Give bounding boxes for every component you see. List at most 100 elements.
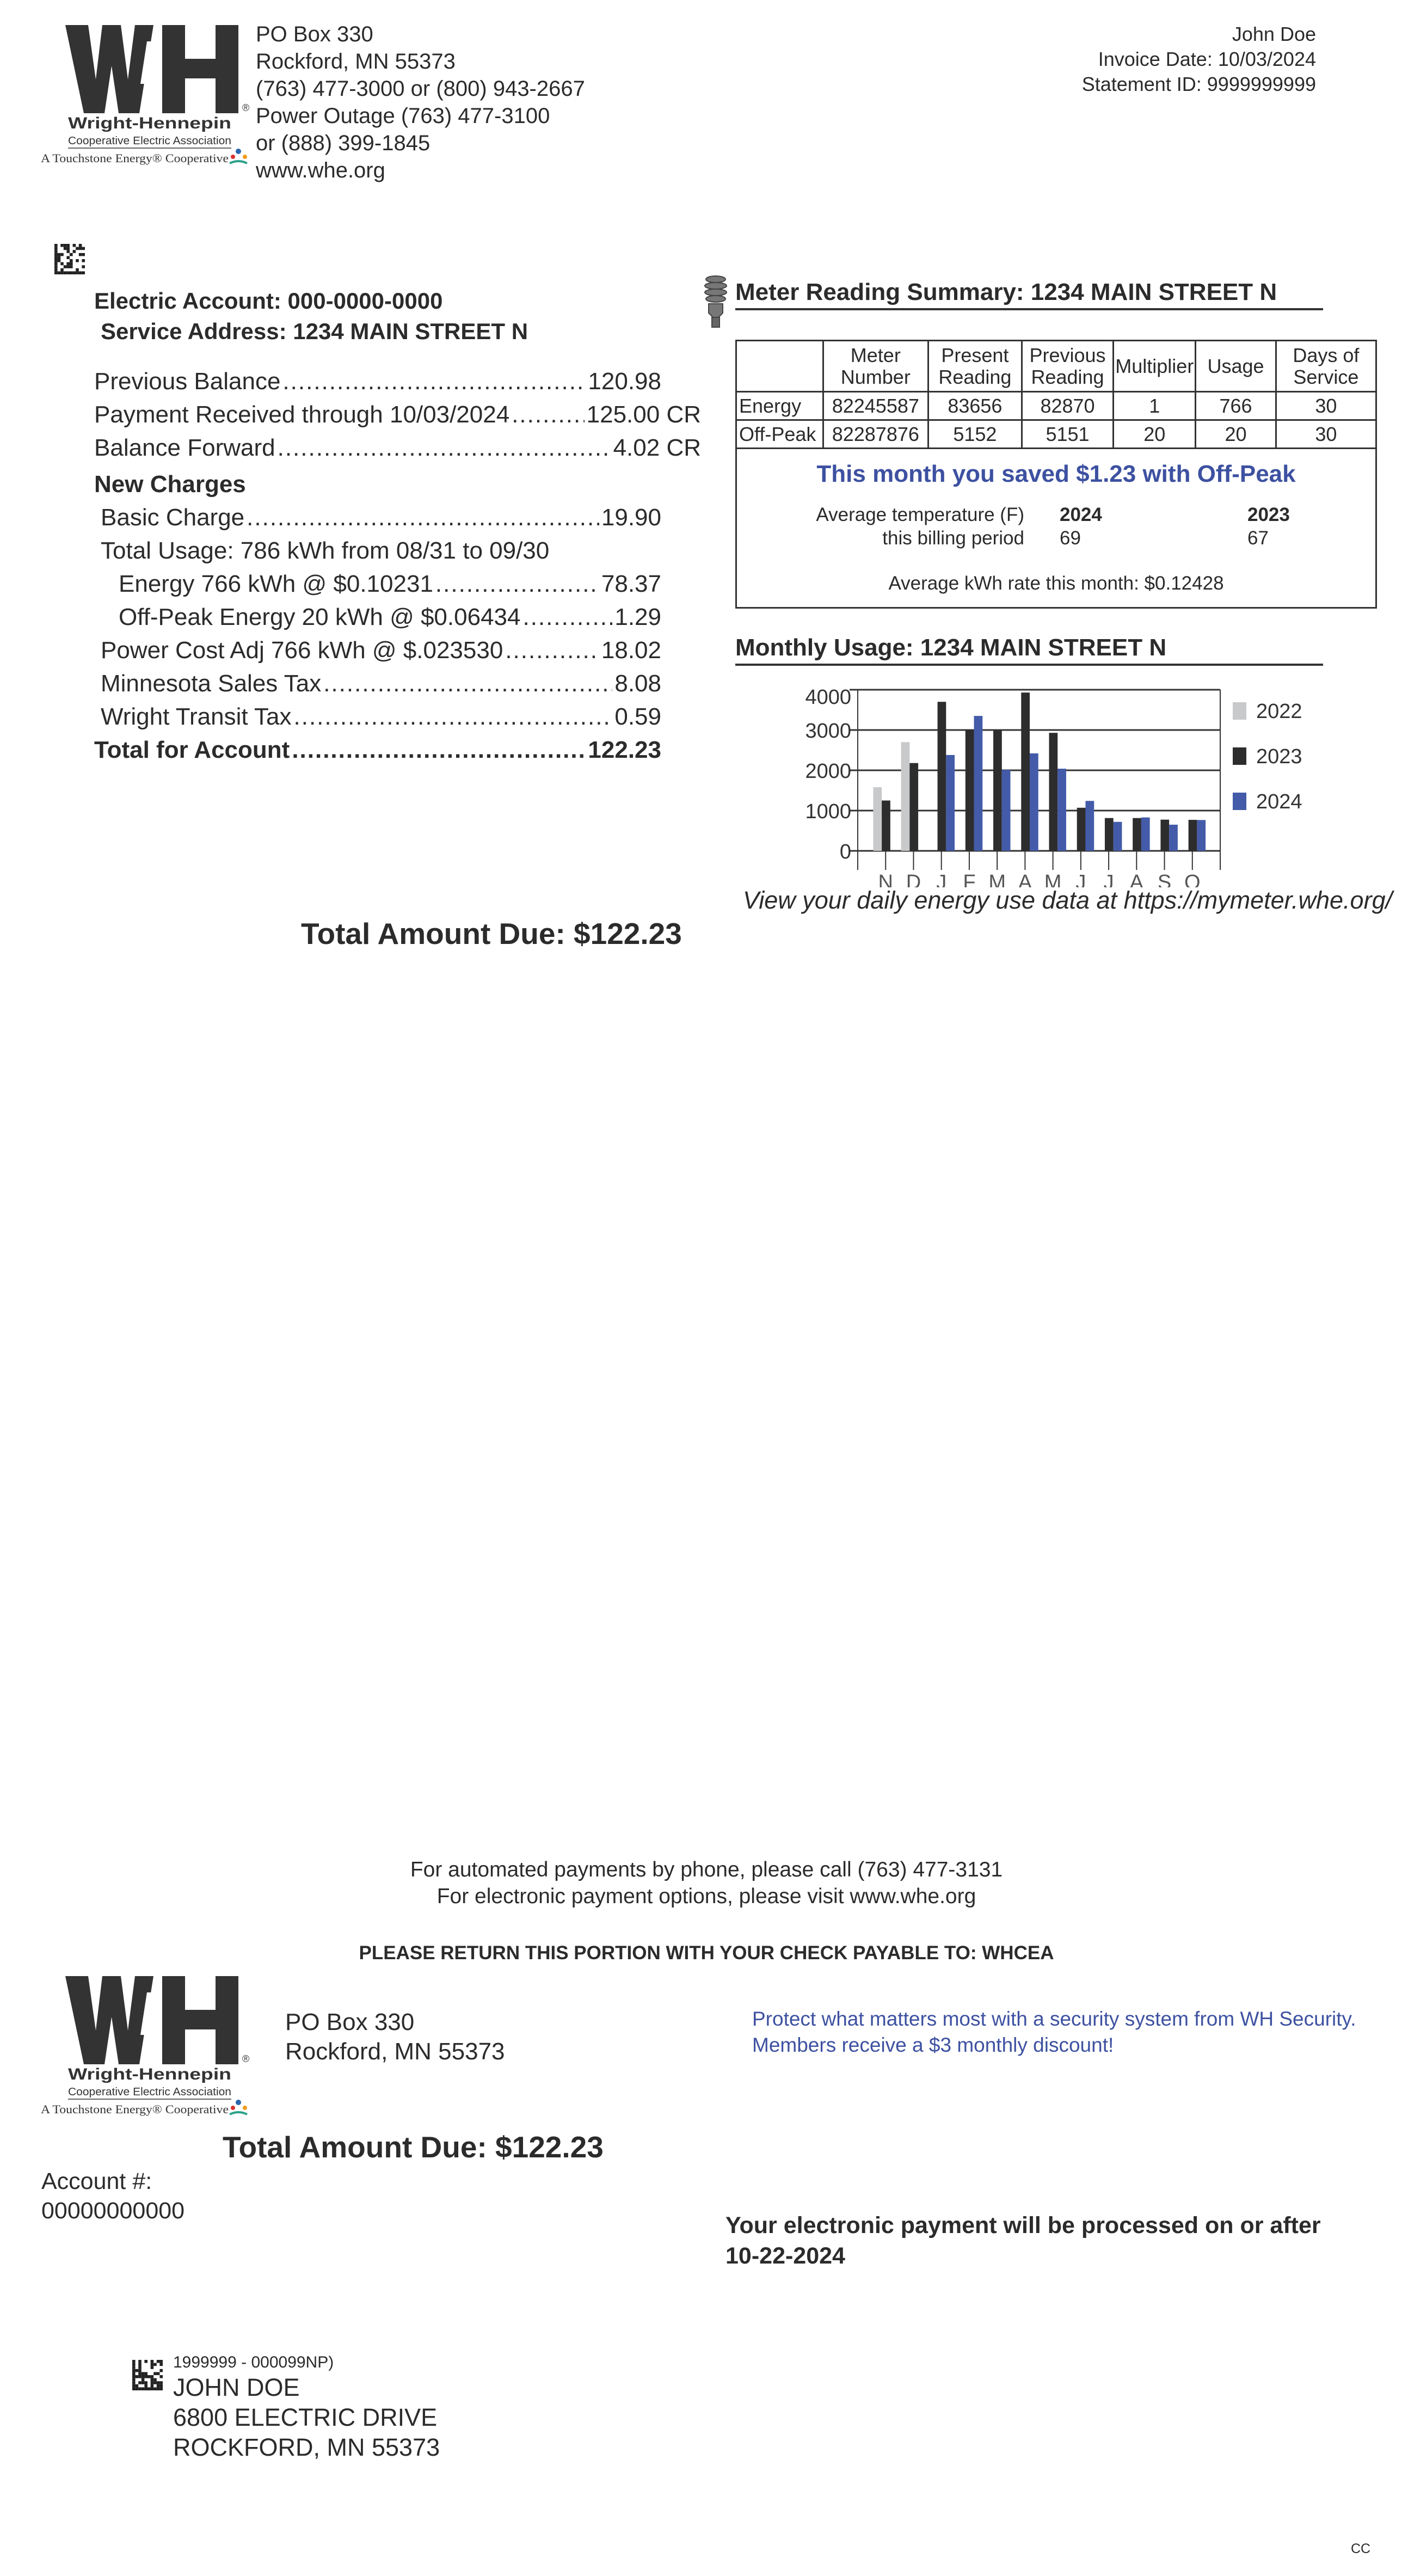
table-cell: 30 [1275,419,1378,449]
corner-code: CC [1351,2541,1371,2556]
meter-reading-table: Meter Number Present Reading Previous Reading… [735,340,1378,449]
table-cell: 5152 [927,419,1023,449]
promo-line: Protect what matters most with a securit… [752,2008,1356,2030]
lightbulb-icon [704,275,727,328]
payment-notes: For automated payments by phone, please … [0,1856,1402,1910]
statement-id: Statement ID: 9999999999 [1081,73,1316,95]
dot-leader [323,667,612,700]
temperature-label: Average temperature (F) this billing per… [816,503,1024,550]
monthly-usage-title: Monthly Usage: 1234 MAIN STREET N [735,634,1323,666]
meter-summary-title: Meter Reading Summary: 1234 MAIN STREET … [735,279,1323,310]
account-label: Account #: [41,2168,152,2194]
column-header: Usage [1195,340,1277,392]
svg-text:Cooperative Electric Associati: Cooperative Electric Association [68,2086,231,2098]
savings-box: This month you saved $1.23 with Off-Peak… [735,449,1377,609]
legend-swatch-2022 [1233,702,1246,720]
charge-amount: 19.90 [601,504,661,531]
temperature-value: 67 [1247,528,1269,549]
charge-row: Total for Account 122.23 [94,733,661,766]
temperature-label-line1: Average temperature (F) [816,504,1024,525]
bar-2024-M [1057,769,1066,851]
dot-leader [294,700,613,733]
column-header: Days of Service [1275,340,1378,392]
charge-row: Wright Transit Tax 0.59 [94,700,661,733]
temperature-label-line2: this billing period [882,528,1024,549]
x-tick-label: J [1104,871,1114,887]
table-cell: Energy [735,391,824,421]
bar-2024-A [1029,753,1038,851]
charge-label: Off-Peak Energy 20 kWh @ $0.06434 [119,604,521,630]
charge-row: Total Usage: 786 kWh from 08/31 to 09/30 [94,534,661,567]
bar-2024-M [1001,770,1011,851]
column-header: Present Reading [927,340,1023,392]
total-amount-due: Total Amount Due: $122.23 [301,917,682,950]
bar-2023-A [1021,692,1030,851]
bar-2023-O [1188,820,1197,851]
dot-leader [505,634,599,667]
company-po-box: PO Box 330 [256,22,373,46]
y-tick-label: 0 [840,841,851,863]
mail-city: ROCKFORD, MN 55373 [173,2433,440,2461]
return-portion-note: PLEASE RETURN THIS PORTION WITH YOUR CHE… [359,1942,1054,1964]
bar-2024-J [1085,801,1094,851]
table-row: Energy 82245587 83656 82870 1 766 30 [735,391,1378,421]
table-header-row: Meter Number Present Reading Previous Reading… [735,340,1378,392]
wh-letters-mark [65,25,238,113]
dot-leader [247,501,599,534]
bar-2024-A [1141,817,1150,851]
y-tick-label: 4000 [805,686,851,709]
column-header [735,340,824,392]
charge-row: New Charges [94,468,661,501]
x-tick-label: O [1184,871,1201,887]
mail-code: 1999999 - 000099NP) [173,2353,334,2371]
bar-2023-D [909,763,919,851]
column-header: Multiplier [1112,340,1197,392]
bar-2024-F [974,716,983,851]
legend-label: 2024 [1256,790,1302,813]
wh-letters-mark [65,1976,238,2064]
electronic-payment-notice: Your electronic payment will be processe… [725,2210,1321,2271]
table-cell: 5151 [1020,419,1115,449]
charge-label: Power Cost Adj 766 kWh @ $.023530 [101,637,503,664]
phone-payment-note: For automated payments by phone, please … [410,1858,1003,1881]
bar-2022-N [873,787,882,851]
customer-name: John Doe [1232,23,1316,45]
charge-amount: 120.98 [588,368,661,395]
bar-2023-J [937,702,946,851]
mailing-address: 1999999 - 000099NP) JOHN DOE 6800 ELECTR… [173,2353,440,2462]
dot-leader [278,431,611,464]
charge-row: Off-Peak Energy 20 kWh @ $0.06434 1.29 [94,600,661,634]
security-promo: Protect what matters most with a securit… [752,2006,1356,2058]
temperature-2024: 2024 69 [1060,503,1102,550]
charge-row: Balance Forward 4.02 CR [94,431,701,464]
daily-usage-link[interactable]: View your daily energy use data at https… [743,886,1393,914]
y-tick-label: 3000 [805,720,851,743]
x-tick-label: N [878,871,893,887]
charge-row: Energy 766 kWh @ $0.10231 78.37 [94,567,661,600]
charge-label: Payment Received through 10/03/2024 [94,401,510,428]
table-cell: Off-Peak [735,419,824,449]
x-tick-label: M [988,871,1006,887]
charge-row: Power Cost Adj 766 kWh @ $.023530 18.02 [94,634,661,667]
charge-amount: 78.37 [601,571,661,597]
dot-leader [512,398,584,431]
y-tick-label: 2000 [805,760,851,783]
bar-2023-M [993,730,1002,851]
company-phone: (763) 477-3000 or (800) 943-2667 [256,77,585,101]
charge-amount: 125.00 CR [586,401,701,428]
dot-leader [282,365,586,398]
svg-text:®: ® [242,2053,249,2064]
temperature-year: 2024 [1060,504,1102,525]
table-cell: 82287876 [822,419,930,449]
charge-row: Minnesota Sales Tax 8.08 [94,667,661,700]
company-city: Rockford, MN 55373 [256,50,456,73]
company-website[interactable]: www.whe.org [256,158,385,182]
charge-amount: 0.59 [614,703,661,730]
temperature-2023: 2023 67 [1247,503,1290,550]
bar-2023-N [882,800,890,851]
electric-account: Electric Account: 000-0000-0000 [94,288,443,314]
x-tick-label: J [1075,871,1086,887]
stub-account: Account #: 00000000000 [41,2167,185,2225]
charge-amount: 4.02 CR [613,434,701,461]
